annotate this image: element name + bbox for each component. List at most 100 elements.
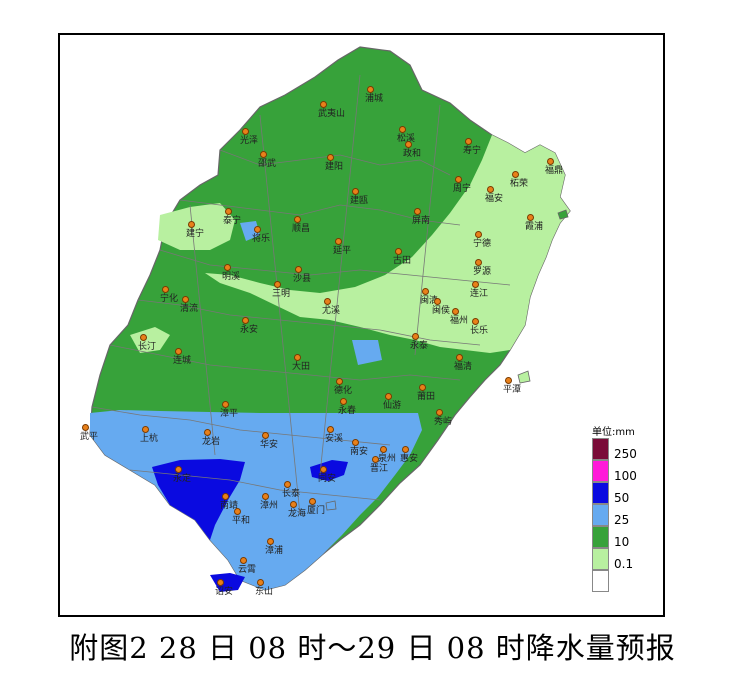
city-marker: [290, 501, 297, 508]
city-marker: [327, 426, 334, 433]
city-marker: [512, 171, 519, 178]
region-0-1-10-southwest: [130, 327, 170, 353]
legend-label-100: 100: [614, 469, 637, 483]
city-label: 永泰: [410, 341, 429, 351]
city-marker: [262, 493, 269, 500]
city-marker: [254, 226, 261, 233]
city-marker: [340, 398, 347, 405]
city-label: 浦城: [365, 94, 384, 104]
city-marker: [320, 466, 327, 473]
city-marker: [475, 259, 482, 266]
city-marker: [456, 354, 463, 361]
city-marker: [140, 334, 147, 341]
city-label: 三明: [272, 289, 291, 299]
city-marker: [175, 466, 182, 473]
city-marker: [222, 493, 229, 500]
figure-caption: 附图2 28 日 08 时～29 日 08 时降水量预报: [69, 631, 676, 665]
city-marker: [405, 141, 412, 148]
city-label: 诏安: [215, 587, 234, 597]
city-marker: [336, 378, 343, 385]
city-marker: [320, 101, 327, 108]
city-label: 上杭: [140, 434, 159, 444]
city-label: 大田: [292, 362, 311, 372]
legend-label-0-1: 0.1: [614, 557, 634, 571]
city-marker: [380, 446, 387, 453]
city-marker: [242, 317, 249, 324]
city-label: 屏南: [412, 216, 431, 226]
city-label: 安溪: [325, 434, 344, 444]
city-marker: [309, 498, 316, 505]
city-label: 永春: [338, 406, 357, 416]
city-marker: [367, 86, 374, 93]
city-marker: [284, 481, 291, 488]
city-marker: [402, 446, 409, 453]
city-label: 周宁: [453, 184, 472, 194]
city-marker: [505, 377, 512, 384]
city-label: 宁化: [160, 294, 179, 304]
city-label: 厦门: [307, 506, 326, 516]
legend-label-250: 250: [614, 447, 637, 461]
city-marker: [419, 384, 426, 391]
city-marker: [547, 158, 554, 165]
city-marker: [188, 221, 195, 228]
city-label: 漳平: [220, 409, 239, 419]
city-label: 建阳: [325, 162, 344, 172]
city-marker: [217, 579, 224, 586]
city-label: 顺昌: [292, 224, 311, 234]
city-label: 长乐: [470, 326, 489, 336]
city-label: 明溪: [222, 272, 241, 282]
city-label: 长泰: [282, 489, 301, 499]
city-label: 将乐: [252, 234, 271, 244]
city-label: 建瓯: [350, 196, 369, 206]
city-marker: [412, 333, 419, 340]
city-label: 福安: [485, 194, 504, 204]
legend: 单位:mm 250 100 50 25 10 0.1: [590, 423, 650, 603]
legend-swatch-below: [592, 570, 609, 592]
city-label: 东山: [255, 587, 274, 597]
city-marker: [242, 128, 249, 135]
city-label: 龙岩: [202, 437, 221, 447]
city-label: 寿宁: [463, 146, 482, 156]
region-50-100-tongan: [310, 460, 348, 481]
city-marker: [472, 281, 479, 288]
city-label: 尤溪: [322, 306, 341, 316]
city-marker: [335, 238, 342, 245]
city-label: 武平: [80, 432, 99, 442]
city-marker: [234, 508, 241, 515]
region-0-1-10-east: [205, 135, 570, 353]
legend-label-10: 10: [614, 535, 630, 549]
city-label: 闽侯: [432, 306, 451, 316]
city-marker: [262, 432, 269, 439]
island-xiamen-jinmen: [325, 500, 337, 511]
city-label: 南靖: [220, 501, 239, 511]
city-label: 罗源: [473, 267, 492, 277]
city-label: 柘荣: [510, 179, 529, 189]
city-label: 霞浦: [525, 222, 544, 232]
city-marker: [257, 579, 264, 586]
city-marker: [472, 318, 479, 325]
city-marker: [475, 231, 482, 238]
legend-swatch-0-1: [592, 548, 609, 570]
region-0-1-10-west: [158, 203, 235, 250]
city-label: 同安: [318, 474, 337, 484]
city-marker: [182, 296, 189, 303]
city-label: 德化: [334, 386, 353, 396]
island-pingtan: [517, 370, 531, 384]
city-label: 闽清: [420, 296, 439, 306]
city-marker: [204, 429, 211, 436]
city-marker: [527, 214, 534, 221]
city-label: 秀屿: [434, 417, 453, 427]
city-marker: [294, 354, 301, 361]
city-label: 长汀: [138, 342, 157, 352]
city-label: 建宁: [186, 229, 205, 239]
county-boundaries: [91, 74, 511, 516]
city-label: 仙游: [383, 401, 402, 411]
city-label: 连江: [470, 289, 489, 299]
legend-label-50: 50: [614, 491, 630, 505]
legend-title: 单位:mm: [592, 427, 635, 438]
city-label: 永安: [240, 325, 259, 335]
region-50-100-zhaoan: [210, 573, 245, 592]
legend-label-25: 25: [614, 513, 630, 527]
city-label: 沙县: [293, 274, 312, 284]
city-label: 南安: [350, 447, 369, 457]
